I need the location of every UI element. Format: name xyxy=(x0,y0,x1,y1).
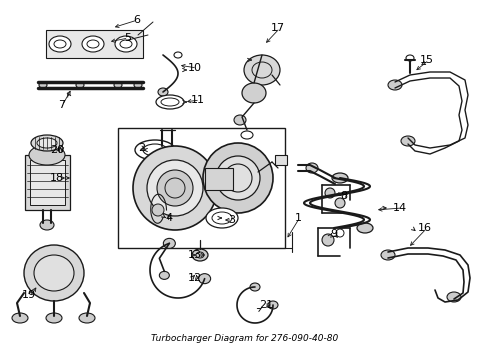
Ellipse shape xyxy=(268,301,278,309)
Ellipse shape xyxy=(306,163,318,173)
Text: 6: 6 xyxy=(133,15,140,25)
Ellipse shape xyxy=(203,143,273,213)
Ellipse shape xyxy=(79,313,95,323)
Text: 13: 13 xyxy=(188,250,202,260)
Ellipse shape xyxy=(37,138,57,148)
Ellipse shape xyxy=(158,88,168,96)
Ellipse shape xyxy=(244,55,280,85)
Text: 4: 4 xyxy=(165,213,172,223)
Text: 14: 14 xyxy=(393,203,407,213)
Text: 2: 2 xyxy=(138,143,145,153)
Ellipse shape xyxy=(82,36,104,52)
Ellipse shape xyxy=(46,313,62,323)
Text: 19: 19 xyxy=(22,290,36,300)
Ellipse shape xyxy=(39,82,47,88)
Text: 3: 3 xyxy=(228,215,235,225)
Text: 21: 21 xyxy=(259,300,273,310)
Ellipse shape xyxy=(388,80,402,90)
Ellipse shape xyxy=(115,36,137,52)
Ellipse shape xyxy=(133,146,217,230)
Ellipse shape xyxy=(325,188,335,198)
Ellipse shape xyxy=(216,156,260,200)
Ellipse shape xyxy=(40,220,54,230)
Text: 7: 7 xyxy=(58,100,65,110)
Ellipse shape xyxy=(49,36,71,52)
Ellipse shape xyxy=(135,140,175,160)
Ellipse shape xyxy=(163,238,175,248)
Bar xyxy=(118,128,285,248)
Bar xyxy=(25,155,70,210)
Bar xyxy=(30,160,65,205)
Ellipse shape xyxy=(335,198,345,208)
Ellipse shape xyxy=(134,82,142,88)
Ellipse shape xyxy=(157,170,193,206)
Ellipse shape xyxy=(192,249,208,261)
Ellipse shape xyxy=(114,82,122,88)
Ellipse shape xyxy=(234,115,246,125)
Ellipse shape xyxy=(24,245,84,301)
Text: 17: 17 xyxy=(271,23,285,33)
Text: 10: 10 xyxy=(188,63,202,73)
Text: 9: 9 xyxy=(330,229,337,239)
Ellipse shape xyxy=(198,274,211,284)
Text: 16: 16 xyxy=(418,223,432,233)
Bar xyxy=(275,155,287,165)
Ellipse shape xyxy=(159,271,170,279)
Ellipse shape xyxy=(12,313,28,323)
Ellipse shape xyxy=(76,82,84,88)
Text: 11: 11 xyxy=(191,95,205,105)
Ellipse shape xyxy=(29,145,65,165)
Ellipse shape xyxy=(147,160,203,216)
Text: 18: 18 xyxy=(50,173,64,183)
Ellipse shape xyxy=(332,173,348,183)
Ellipse shape xyxy=(357,223,373,233)
Ellipse shape xyxy=(242,83,266,103)
Ellipse shape xyxy=(34,255,74,291)
Ellipse shape xyxy=(152,204,164,216)
Text: 12: 12 xyxy=(188,273,202,283)
Text: 8: 8 xyxy=(340,191,347,201)
Text: 20: 20 xyxy=(50,145,64,155)
Text: Turbocharger Diagram for 276-090-40-80: Turbocharger Diagram for 276-090-40-80 xyxy=(151,334,339,343)
Ellipse shape xyxy=(447,292,461,302)
Bar xyxy=(205,168,233,190)
Ellipse shape xyxy=(31,135,63,151)
Ellipse shape xyxy=(322,234,334,246)
Ellipse shape xyxy=(156,95,184,109)
Ellipse shape xyxy=(401,136,415,146)
Text: 15: 15 xyxy=(420,55,434,65)
Text: 1: 1 xyxy=(295,213,302,223)
Text: 5: 5 xyxy=(124,33,131,43)
Ellipse shape xyxy=(381,250,395,260)
Ellipse shape xyxy=(206,208,238,228)
Polygon shape xyxy=(46,30,143,58)
Ellipse shape xyxy=(250,283,260,291)
